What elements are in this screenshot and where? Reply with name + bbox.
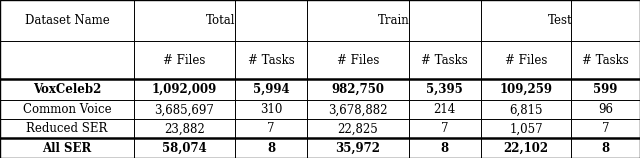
Text: 8: 8 [267, 142, 275, 155]
Text: VoxCeleb2: VoxCeleb2 [33, 83, 101, 96]
Text: 982,750: 982,750 [332, 83, 385, 96]
Text: 5,395: 5,395 [426, 83, 463, 96]
Text: 6,815: 6,815 [509, 103, 543, 116]
Text: 109,259: 109,259 [500, 83, 552, 96]
Text: Reduced SER: Reduced SER [26, 122, 108, 135]
Text: 310: 310 [260, 103, 282, 116]
Text: 599: 599 [593, 83, 618, 96]
Text: Train: Train [378, 14, 410, 27]
Text: # Files: # Files [505, 54, 547, 67]
Text: Test: Test [548, 14, 573, 27]
Text: 7: 7 [602, 122, 609, 135]
Text: Dataset Name: Dataset Name [24, 14, 109, 27]
Text: 5,994: 5,994 [253, 83, 289, 96]
Text: 3,678,882: 3,678,882 [328, 103, 388, 116]
Text: 58,074: 58,074 [162, 142, 207, 155]
Text: 3,685,697: 3,685,697 [154, 103, 214, 116]
Text: 96: 96 [598, 103, 613, 116]
Text: 23,882: 23,882 [164, 122, 205, 135]
Text: 8: 8 [441, 142, 449, 155]
Text: 1,057: 1,057 [509, 122, 543, 135]
Text: 8: 8 [602, 142, 610, 155]
Text: # Files: # Files [337, 54, 379, 67]
Text: Common Voice: Common Voice [22, 103, 111, 116]
Text: All SER: All SER [42, 142, 92, 155]
Text: # Tasks: # Tasks [248, 54, 294, 67]
Text: 7: 7 [268, 122, 275, 135]
Text: # Files: # Files [163, 54, 205, 67]
Text: 7: 7 [441, 122, 449, 135]
Text: 22,102: 22,102 [504, 142, 548, 155]
Text: 1,092,009: 1,092,009 [152, 83, 217, 96]
Text: # Tasks: # Tasks [421, 54, 468, 67]
Text: 22,825: 22,825 [337, 122, 378, 135]
Text: Total: Total [206, 14, 236, 27]
Text: 214: 214 [434, 103, 456, 116]
Text: # Tasks: # Tasks [582, 54, 629, 67]
Text: 35,972: 35,972 [335, 142, 380, 155]
